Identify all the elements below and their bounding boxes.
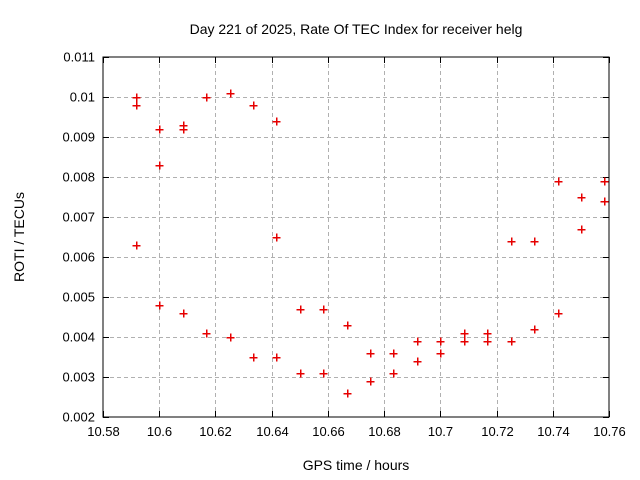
data-point-marker: [296, 369, 305, 378]
data-point-marker: [272, 233, 281, 242]
y-tick-label: 0.003: [62, 370, 95, 385]
data-point-marker: [319, 369, 328, 378]
x-tick-label: 10.62: [199, 424, 232, 439]
x-tick-label: 10.7: [428, 424, 453, 439]
y-tick-label: 0.008: [62, 170, 95, 185]
chart-title: Day 221 of 2025, Rate Of TEC Index for r…: [190, 21, 523, 37]
data-point-marker: [366, 377, 375, 386]
data-point-marker: [343, 321, 352, 330]
data-point-marker: [155, 161, 164, 170]
data-point-marker: [132, 93, 141, 102]
data-point-marker: [600, 197, 609, 206]
data-point-marker: [413, 337, 422, 346]
data-point-marker: [179, 309, 188, 318]
data-point-marker: [226, 89, 235, 98]
data-point-marker: [389, 349, 398, 358]
data-point-marker: [155, 301, 164, 310]
data-point-marker: [530, 325, 539, 334]
data-point-marker: [436, 337, 445, 346]
y-tick-label: 0.007: [62, 210, 95, 225]
x-tick-label: 10.64: [256, 424, 289, 439]
data-point-marker: [226, 333, 235, 342]
data-point-marker: [272, 353, 281, 362]
y-tick-label: 0.01: [70, 90, 95, 105]
data-point-marker: [577, 193, 586, 202]
data-point-marker: [600, 177, 609, 186]
y-tick-label: 0.011: [63, 50, 95, 65]
data-point-marker: [296, 305, 305, 314]
data-point-marker: [249, 101, 258, 110]
x-tick-label: 10.76: [593, 424, 626, 439]
data-point-marker: [483, 329, 492, 338]
data-point-marker: [460, 329, 469, 338]
data-point-marker: [249, 353, 258, 362]
data-point-marker: [343, 389, 352, 398]
data-points: [132, 89, 609, 398]
data-point-marker: [155, 125, 164, 134]
data-point-marker: [577, 225, 586, 234]
grid-lines: [103, 57, 609, 417]
data-point-marker: [132, 101, 141, 110]
data-point-marker: [132, 241, 141, 250]
x-tick-label: 10.58: [87, 424, 120, 439]
y-tick-label: 0.002: [62, 410, 95, 425]
data-point-marker: [389, 369, 398, 378]
y-tick-label: 0.006: [62, 250, 95, 265]
x-tick-label: 10.72: [481, 424, 514, 439]
data-point-marker: [413, 357, 422, 366]
axis-tick-labels: 10.58 10.6 10.62 10.64 10.66 10.68 10.7 10.72 10…: [62, 50, 625, 440]
data-point-marker: [366, 349, 375, 358]
axis-ticks: [103, 57, 610, 418]
y-tick-label: 0.009: [62, 130, 95, 145]
data-point-marker: [530, 237, 539, 246]
x-tick-label: 10.6: [147, 424, 172, 439]
data-point-marker: [507, 337, 516, 346]
plot-border: [102, 56, 610, 418]
data-point-marker: [179, 125, 188, 134]
data-point-marker: [202, 93, 211, 102]
data-point-marker: [554, 177, 563, 186]
data-point-marker: [436, 349, 445, 358]
data-point-marker: [460, 337, 469, 346]
x-tick-label: 10.74: [537, 424, 570, 439]
x-tick-label: 10.66: [312, 424, 345, 439]
data-point-marker: [507, 237, 516, 246]
x-tick-label: 10.68: [368, 424, 401, 439]
data-point-marker: [319, 305, 328, 314]
data-point-marker: [272, 117, 281, 126]
x-axis-label: GPS time / hours: [303, 457, 410, 473]
data-point-marker: [202, 329, 211, 338]
data-point-marker: [483, 337, 492, 346]
y-tick-label: 0.004: [62, 330, 95, 345]
data-point-marker: [554, 309, 563, 318]
y-tick-label: 0.005: [62, 290, 95, 305]
y-axis-label: ROTI / TECUs: [11, 192, 27, 282]
